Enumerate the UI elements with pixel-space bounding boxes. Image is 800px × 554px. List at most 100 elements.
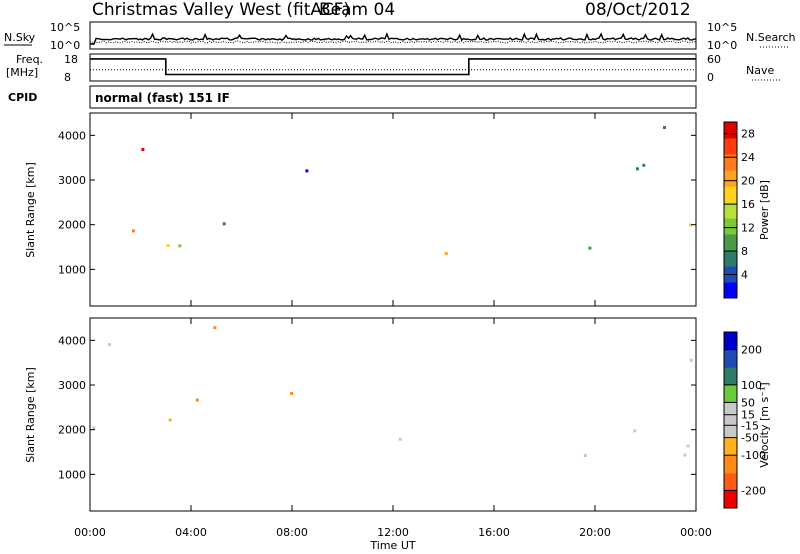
colorbar-tick-label: 100 — [741, 379, 762, 392]
colorbar-segment — [724, 437, 737, 456]
noise-search-label: N.Search — [746, 31, 796, 44]
colorbar-segment — [724, 282, 737, 299]
colorbar-tick-label: 4 — [741, 269, 748, 282]
echo-cell — [683, 453, 687, 457]
power-data-layer — [131, 126, 693, 255]
colorbar-tick-label: -15 — [741, 419, 759, 432]
power-y-axis: 1000 2000 3000 4000 — [58, 129, 696, 276]
time-axis-label: Time UT — [369, 539, 415, 552]
colorbar-frame — [723, 331, 738, 509]
echo-cell — [583, 454, 587, 457]
colorbar-segment — [724, 202, 737, 219]
colorbar-tick-label: 8 — [741, 245, 748, 258]
time-tick-label: 00:00 — [74, 526, 106, 539]
power-ylabel: Slant Range [km] — [24, 162, 37, 258]
velocity-y-axis: 1000 2000 3000 4000 — [58, 334, 696, 481]
colorbar-segment — [724, 384, 737, 403]
echo-cell — [444, 252, 448, 255]
echo-cell — [635, 167, 639, 171]
colorbar-segment — [724, 420, 737, 439]
cpid-strip-frame — [89, 85, 697, 109]
echo-cell — [290, 391, 294, 395]
noise-search-series — [89, 40, 697, 44]
colorbar-tick-label: 200 — [741, 344, 762, 357]
velocity-colorbar-label: Velocity [m s⁻¹] — [758, 382, 771, 467]
cpid-mode-text: normal (fast) 151 IF — [95, 91, 230, 105]
nave-label: Nave — [746, 64, 774, 77]
freq-unit-label: [MHz] — [6, 66, 38, 79]
colorbar-tick-label: 50 — [741, 396, 755, 409]
echo-cell — [141, 148, 145, 151]
velocity-panel-frame — [89, 317, 697, 512]
power-colorbar: 4 8 12 16 20 24 28 — [723, 121, 755, 299]
echo-cell — [689, 358, 693, 362]
colorbar-segment — [724, 154, 737, 171]
time-tick-label: 08:00 — [276, 526, 308, 539]
range-tick-label: 2000 — [58, 424, 86, 437]
range-tick-label: 4000 — [58, 334, 86, 347]
echo-cell — [166, 244, 170, 247]
echo-cell — [633, 429, 637, 433]
echo-cell — [588, 246, 592, 250]
colorbar-tick-label: 28 — [741, 128, 755, 141]
range-tick-label: 4000 — [58, 129, 86, 142]
colorbar-segment — [724, 234, 737, 251]
echo-cell — [686, 444, 690, 448]
echo-cell — [213, 326, 217, 330]
echo-cell — [689, 223, 693, 227]
echo-cell — [131, 229, 135, 233]
beam-title: Beam 04 — [319, 0, 395, 20]
noise-left-tick-low: 10^0 — [50, 39, 80, 52]
colorbar-tick-label: 24 — [741, 151, 755, 164]
echo-cell — [305, 169, 309, 173]
colorbar-segment — [724, 349, 737, 368]
freq-strip-frame — [89, 53, 697, 82]
echo-cell — [663, 126, 666, 129]
range-tick-label: 3000 — [58, 174, 86, 187]
range-tick-label: 1000 — [58, 468, 86, 481]
nave-tick-high: 60 — [707, 53, 721, 66]
echo-cell — [398, 437, 402, 441]
colorbar-segment — [724, 218, 737, 235]
colorbar-segment — [724, 490, 737, 509]
colorbar-segment — [724, 122, 737, 139]
colorbar-tick-label: 15 — [741, 409, 755, 422]
range-tick-label: 2000 — [58, 219, 86, 232]
time-tick-label: 00:00 — [680, 526, 712, 539]
noise-strip-frame — [89, 21, 697, 50]
colorbar-tick-label: 12 — [741, 222, 755, 235]
time-tick-label: 04:00 — [175, 526, 207, 539]
power-colorbar-label: Power [dB] — [758, 180, 771, 240]
colorbar-segment — [724, 367, 737, 386]
echo-cell — [222, 222, 226, 226]
echo-cell — [92, 426, 96, 430]
time-tick-label: 12:00 — [377, 526, 409, 539]
echo-cell — [178, 244, 182, 248]
colorbar-tick-label: -200 — [741, 484, 766, 497]
colorbar-segment — [724, 472, 737, 491]
time-tick-label: 20:00 — [579, 526, 611, 539]
echo-cell — [642, 163, 646, 167]
time-axis: 00:00 04:00 08:00 12:00 16:00 20:00 00:00 — [74, 113, 712, 539]
noise-right-tick-high: 10^5 — [707, 21, 737, 34]
echo-cell — [168, 418, 172, 422]
nave-tick-low: 0 — [707, 71, 714, 84]
velocity-ylabel: Slant Range [km] — [24, 367, 37, 463]
time-tick-label: 16:00 — [478, 526, 510, 539]
station-title: Christmas Valley West (fitACF) — [92, 0, 350, 20]
colorbar-segment — [724, 170, 737, 187]
frequency-series — [90, 58, 696, 76]
noise-left-tick-high: 10^5 — [50, 21, 80, 34]
power-panel-frame — [89, 112, 697, 307]
colorbar-frame — [723, 121, 738, 299]
colorbar-segment — [724, 138, 737, 155]
date-title: 08/Oct/2012 — [585, 0, 691, 20]
colorbar-tick-label: 16 — [741, 198, 755, 211]
cpid-label: CPID — [8, 91, 37, 104]
colorbar-segment — [724, 455, 737, 474]
freq-tick-high: 18 — [64, 53, 78, 66]
noise-right-tick-low: 10^0 — [707, 39, 737, 52]
range-tick-label: 1000 — [58, 263, 86, 276]
